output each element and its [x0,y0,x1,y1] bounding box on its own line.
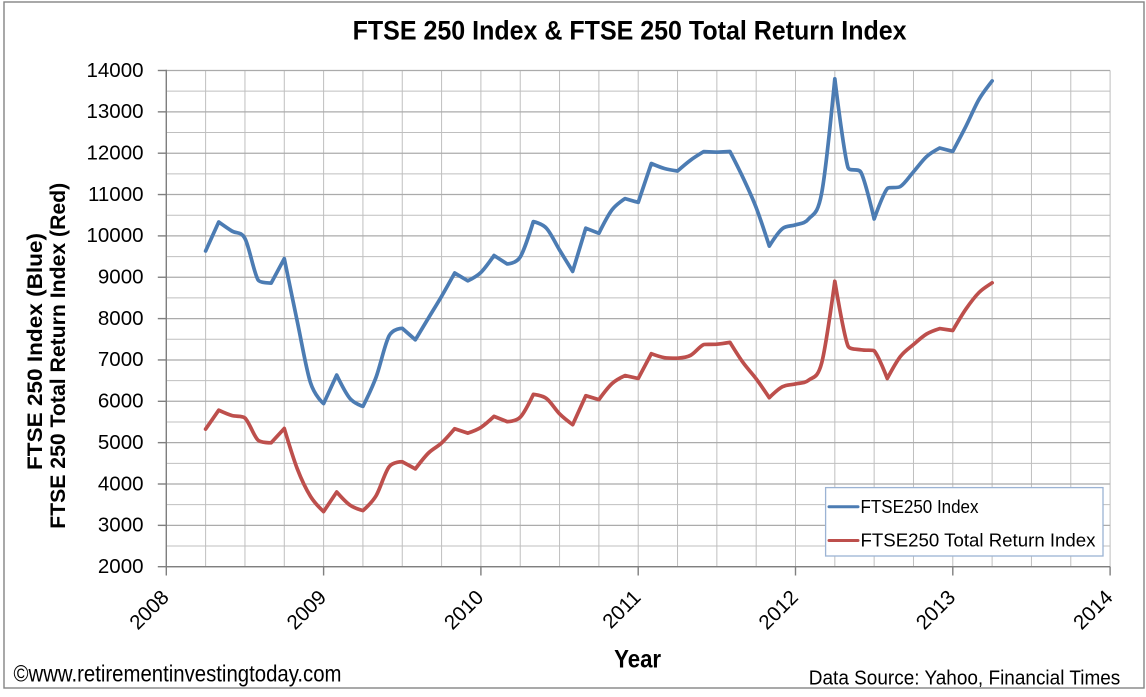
svg-text:FTSE250 Index: FTSE250 Index [861,496,980,517]
svg-text:5000: 5000 [98,431,144,454]
svg-text:©www.retirementinvestingtoday.: ©www.retirementinvestingtoday.com [14,661,342,687]
svg-text:3000: 3000 [98,514,144,537]
svg-text:10000: 10000 [86,224,143,247]
svg-text:2000: 2000 [98,555,144,578]
svg-text:13000: 13000 [86,100,143,123]
svg-text:FTSE 250 Total Return Index (R: FTSE 250 Total Return Index (Red) [46,183,70,529]
svg-text:FTSE 250 Index (Blue): FTSE 250 Index (Blue) [23,233,47,470]
svg-text:12000: 12000 [86,142,143,165]
svg-text:9000: 9000 [98,266,144,289]
svg-text:7000: 7000 [98,348,144,371]
svg-text:11000: 11000 [88,183,143,206]
svg-text:6000: 6000 [98,390,144,413]
svg-text:4000: 4000 [98,472,144,495]
svg-text:8000: 8000 [98,307,144,330]
svg-text:Data Source: Yahoo, Financial: Data Source: Yahoo, Financial Times [809,667,1121,689]
svg-text:FTSE 250 Index & FTSE 250 Tota: FTSE 250 Index & FTSE 250 Total Return I… [353,16,907,46]
svg-text:FTSE250 Total Return Index: FTSE250 Total Return Index [861,530,1097,551]
svg-text:14000: 14000 [86,59,143,82]
svg-text:Year: Year [614,646,661,674]
